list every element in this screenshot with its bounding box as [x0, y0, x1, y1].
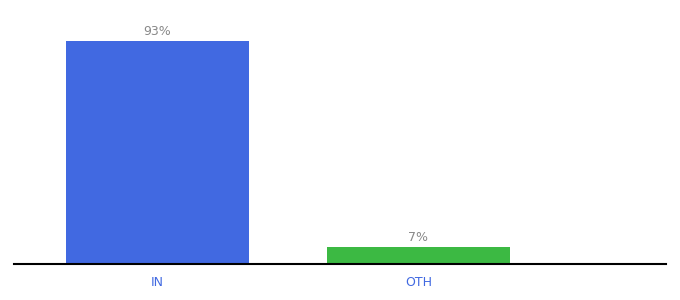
Bar	[66, 41, 249, 264]
Text: 7%: 7%	[408, 231, 428, 244]
Bar	[327, 247, 510, 264]
Text: 93%: 93%	[143, 25, 171, 38]
